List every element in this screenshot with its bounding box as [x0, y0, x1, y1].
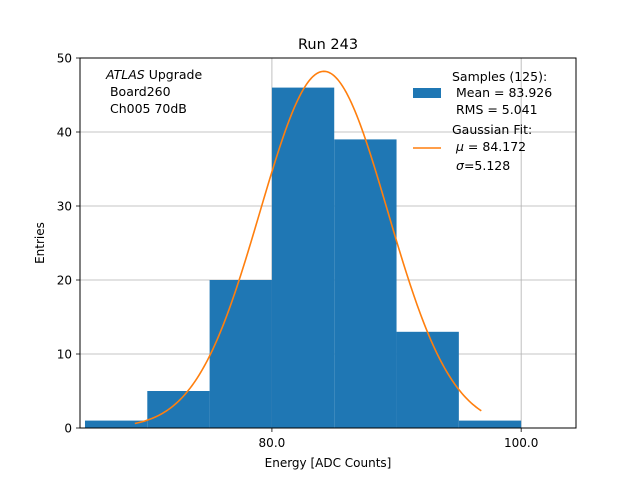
histogram-bar-3: [271, 87, 335, 428]
legend-mu-symbol: μ: [455, 139, 464, 154]
y-tick-label-5: 50: [57, 52, 72, 66]
legend-samples-mean: Mean = 83.926: [452, 85, 552, 100]
histogram-bars: [84, 87, 522, 428]
gaussian-fit-curve: [134, 70, 482, 425]
legend-samples-swatch: [413, 88, 441, 98]
legend-mu-value: = 84.172: [464, 139, 526, 154]
legend: Samples (125): Mean = 83.926 RMS = 5.041…: [413, 69, 552, 173]
x-axis-ticks: 80.0 100.0: [259, 428, 538, 450]
histogram-bar-6: [458, 420, 522, 428]
y-axis-ticks: 0 10 20 30 40 50: [57, 52, 80, 436]
x-axis-label: Energy [ADC Counts]: [265, 456, 392, 470]
annotation-board: Board260: [106, 84, 171, 99]
histogram-bar-4: [334, 139, 397, 428]
x-tick-label-0: 80.0: [259, 436, 286, 450]
legend-sigma-symbol: σ: [456, 158, 465, 173]
legend-samples-title: Samples (125):: [452, 69, 547, 84]
histogram-bar-1: [147, 391, 210, 428]
annotation-atlas: ATLAS: [105, 67, 145, 82]
y-tick-label-1: 10: [57, 348, 72, 362]
annotation-channel: Ch005 70dB: [106, 101, 187, 116]
y-tick-label-0: 0: [64, 422, 72, 436]
plot-frame: [79, 57, 577, 429]
legend-samples-rms: RMS = 5.041: [452, 102, 538, 117]
y-tick-label-2: 20: [57, 274, 72, 288]
y-axis-label: Entries: [33, 222, 47, 264]
y-tick-label-3: 30: [57, 200, 72, 214]
gaussian-fit-layer: [134, 70, 482, 425]
annotation-line-1: ATLAS Upgrade: [105, 67, 202, 82]
chart-title: Run 243: [298, 37, 358, 53]
histogram-bar-5: [396, 331, 459, 428]
run-annotation: ATLAS Upgrade Board260 Ch005 70dB: [105, 67, 202, 116]
legend-fit-sigma: σ=5.128: [456, 158, 510, 173]
legend-fit-title: Gaussian Fit:: [452, 122, 532, 137]
histogram-bar-2: [209, 280, 272, 428]
histogram-bar-0: [84, 420, 148, 428]
y-tick-label-4: 40: [57, 126, 72, 140]
legend-fit-mu: μ = 84.172: [455, 139, 526, 154]
legend-sigma-value: =5.128: [464, 158, 510, 173]
x-tick-label-1: 100.0: [504, 436, 538, 450]
annotation-upgrade: Upgrade: [145, 67, 203, 82]
